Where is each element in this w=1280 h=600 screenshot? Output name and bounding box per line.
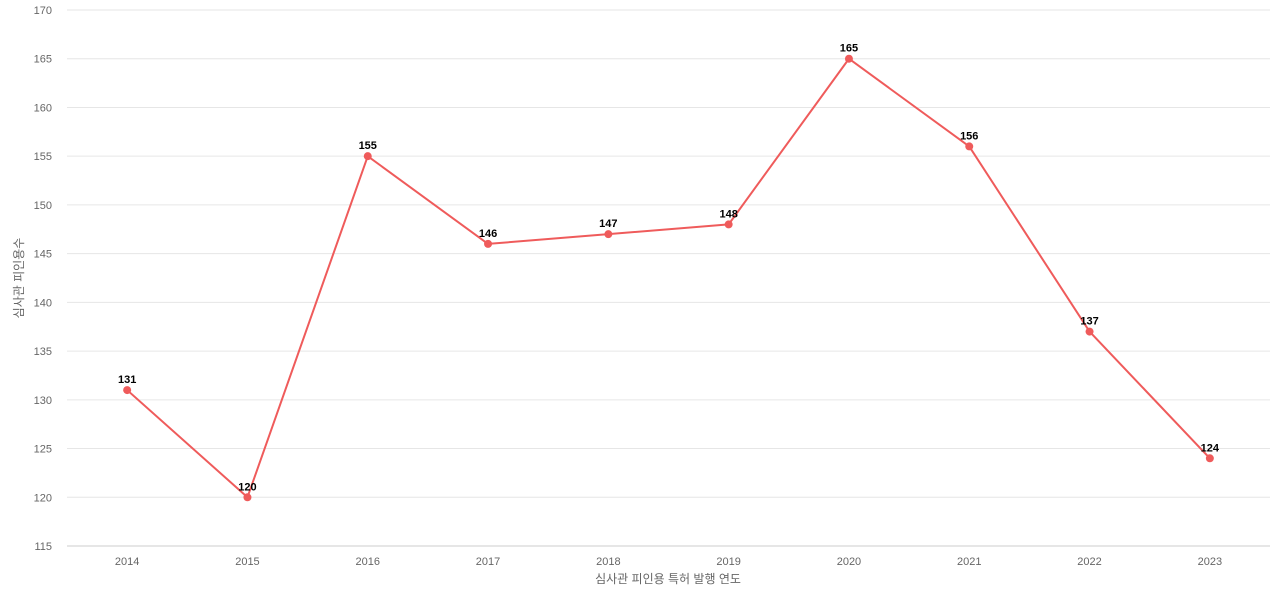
data-point[interactable] — [1205, 454, 1214, 463]
data-point[interactable] — [965, 142, 974, 151]
x-tick-label: 2020 — [837, 556, 861, 568]
y-axis: 115 120 125 130 135 140 145 150 155 160 165 170 — [34, 5, 52, 553]
y-tick-label: 130 — [34, 395, 52, 407]
x-tick-label: 2019 — [716, 556, 740, 568]
data-label: 131 — [118, 374, 136, 386]
data-label: 137 — [1080, 316, 1098, 328]
data-label: 147 — [599, 218, 617, 230]
data-label: 120 — [238, 481, 256, 493]
data-point[interactable] — [243, 493, 252, 502]
data-label: 155 — [359, 140, 377, 152]
x-axis-title: 심사관 피인용 특허 발행 연도 — [595, 571, 741, 586]
data-point[interactable] — [604, 230, 613, 239]
y-tick-label: 160 — [34, 102, 52, 114]
data-point[interactable] — [724, 220, 733, 229]
data-label: 146 — [479, 228, 497, 240]
data-point[interactable] — [844, 54, 853, 63]
y-tick-label: 145 — [34, 249, 52, 261]
y-tick-label: 170 — [34, 5, 52, 17]
data-point[interactable] — [123, 386, 132, 395]
y-tick-label: 140 — [34, 297, 52, 309]
grid-layer — [67, 9, 1270, 547]
x-tick-label: 2017 — [476, 556, 500, 568]
y-tick-label: 155 — [34, 151, 52, 163]
x-tick-label: 2018 — [596, 556, 620, 568]
x-tick-label: 2015 — [235, 556, 259, 568]
data-label: 148 — [719, 208, 737, 220]
data-label: 165 — [840, 43, 858, 55]
y-tick-label: 115 — [34, 541, 52, 553]
x-tick-label: 2016 — [356, 556, 380, 568]
x-tick-label: 2023 — [1198, 556, 1222, 568]
data-label: 124 — [1201, 442, 1220, 454]
y-tick-label: 125 — [34, 444, 52, 456]
x-tick-label: 2022 — [1077, 556, 1101, 568]
y-axis-title: 심사관 피인용수 — [12, 238, 26, 319]
y-tick-label: 120 — [34, 492, 52, 504]
x-tick-label: 2021 — [957, 556, 981, 568]
series-layer — [123, 54, 1214, 502]
x-axis: 2014 2015 2016 2017 2018 2019 2020 2021 2022 2023 — [115, 556, 1222, 568]
data-point[interactable] — [484, 239, 493, 248]
series-line — [126, 57, 1211, 499]
data-labels: 131 120 155 146 147 148 165 156 137 124 — [118, 43, 1220, 494]
data-point[interactable] — [363, 152, 372, 161]
y-tick-label: 150 — [34, 200, 52, 212]
data-point[interactable] — [1085, 327, 1094, 336]
data-label: 156 — [960, 130, 978, 142]
y-tick-label: 165 — [34, 54, 52, 66]
x-tick-label: 2014 — [115, 556, 139, 568]
y-tick-label: 135 — [34, 346, 52, 358]
